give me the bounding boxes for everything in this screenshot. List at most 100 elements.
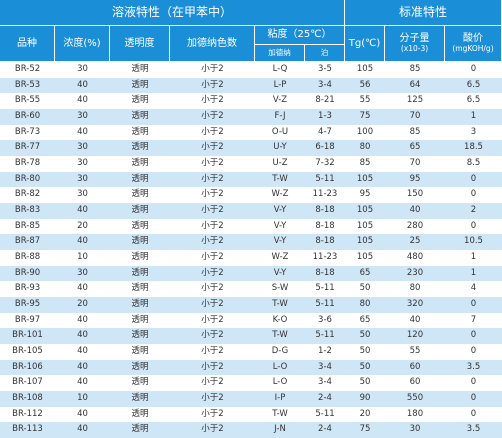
table-cell: 40 [55,203,110,219]
header-unit: (x10-3) [400,43,429,53]
table-cell: 70 [385,109,445,125]
table-cell: 56 [345,77,385,94]
table-cell: 小于2 [170,156,255,172]
table-cell: O-U [255,124,305,141]
product-code: BR-83 [0,203,55,219]
table-cell: 60 [385,375,445,391]
product-code: BR-55 [0,93,55,109]
table-cell: L-P [255,77,305,94]
table-cell: 8-21 [305,93,345,109]
table-cell: 40 [55,406,110,423]
product-code: BR-97 [0,312,55,329]
table-cell: 18.5 [445,140,502,156]
table-cell: 55 [385,344,445,360]
table-cell: V-Z [255,93,305,109]
table-cell: 透明 [110,140,170,156]
table-cell: 105 [345,234,385,250]
table-cell: 50 [345,375,385,391]
table-cell: 5-11 [305,328,345,344]
table-cell: T-W [255,406,305,423]
table-cell: 透明 [110,422,170,438]
table-cell: 透明 [110,124,170,141]
product-code: BR-112 [0,406,55,423]
table-cell: L-O [255,375,305,391]
table-cell: K-O [255,312,305,329]
table-cell: V-Y [255,234,305,250]
column-header: 浓度(%) [55,26,110,62]
table-cell: 6.5 [445,93,502,109]
table-cell: 3-4 [305,375,345,391]
table-cell: 40 [385,312,445,329]
table-cell: 50 [345,281,385,297]
product-code: BR-82 [0,187,55,203]
table-cell: 透明 [110,203,170,219]
table-cell: 2-4 [305,422,345,438]
table-cell: 0 [445,187,502,203]
table-cell: 3-4 [305,77,345,94]
table-cell: 0 [445,171,502,188]
product-code: BR-73 [0,124,55,141]
table-cell: 8-18 [305,203,345,219]
table-cell: 透明 [110,281,170,297]
header-unit: 酸价 [463,33,483,45]
table-cell: 65 [345,265,385,282]
table-cell: 小于2 [170,391,255,407]
table-cell: 64 [385,77,445,94]
table-cell: 小于2 [170,62,255,78]
table-cell: 6.5 [445,77,502,94]
table-cell: 透明 [110,250,170,266]
sub-header: 泊 [305,45,345,62]
table-cell: D-G [255,344,305,360]
column-header: 分子量 (x10-3) [385,26,445,62]
table-cell: 80 [385,281,445,297]
product-code: BR-101 [0,328,55,344]
table-cell: 小于2 [170,171,255,188]
table-cell: 小于2 [170,250,255,266]
table-cell: 480 [385,250,445,266]
table-cell: 5-11 [305,281,345,297]
table-cell: 100 [345,124,385,141]
table-cell: 小于2 [170,124,255,141]
table-cell: 80 [345,297,385,313]
table-cell: 11-23 [305,187,345,203]
table-cell: 小于2 [170,312,255,329]
table-cell: 55 [345,93,385,109]
table-cell: 0 [445,406,502,423]
header-unit: 品种 [17,37,37,49]
table-cell: 小于2 [170,406,255,423]
table-cell: 透明 [110,156,170,172]
table-cell: 30 [385,422,445,438]
table-cell: 20 [345,406,385,423]
table-cell: U-Z [255,156,305,172]
table-cell: 1-2 [305,344,345,360]
table-cell: 20 [55,297,110,313]
table-cell: 5-11 [305,406,345,423]
table-cell: U-Y [255,140,305,156]
table-cell: 透明 [110,93,170,109]
table-cell: 60 [385,359,445,376]
table-cell: 2 [445,203,502,219]
table-cell: 5-11 [305,171,345,188]
table-cell: 3-6 [305,312,345,329]
table-cell: 4 [445,281,502,297]
table-cell: 75 [345,422,385,438]
table-cell: 105 [345,171,385,188]
table-cell: J-N [255,422,305,438]
table-cell: 95 [385,171,445,188]
table-cell: I-P [255,391,305,407]
table-cell: 2-4 [305,391,345,407]
table-cell: 透明 [110,265,170,282]
table-cell: 0 [445,218,502,235]
table-cell: 小于2 [170,281,255,297]
table-cell: 透明 [110,109,170,125]
table-cell: 125 [385,93,445,109]
table-cell: S-W [255,281,305,297]
table-cell: 320 [385,297,445,313]
table-cell: 8-18 [305,218,345,235]
table-cell: 透明 [110,187,170,203]
table-cell: 280 [385,218,445,235]
table-cell: 透明 [110,359,170,376]
table-cell: 65 [345,312,385,329]
table-cell: 50 [345,328,385,344]
